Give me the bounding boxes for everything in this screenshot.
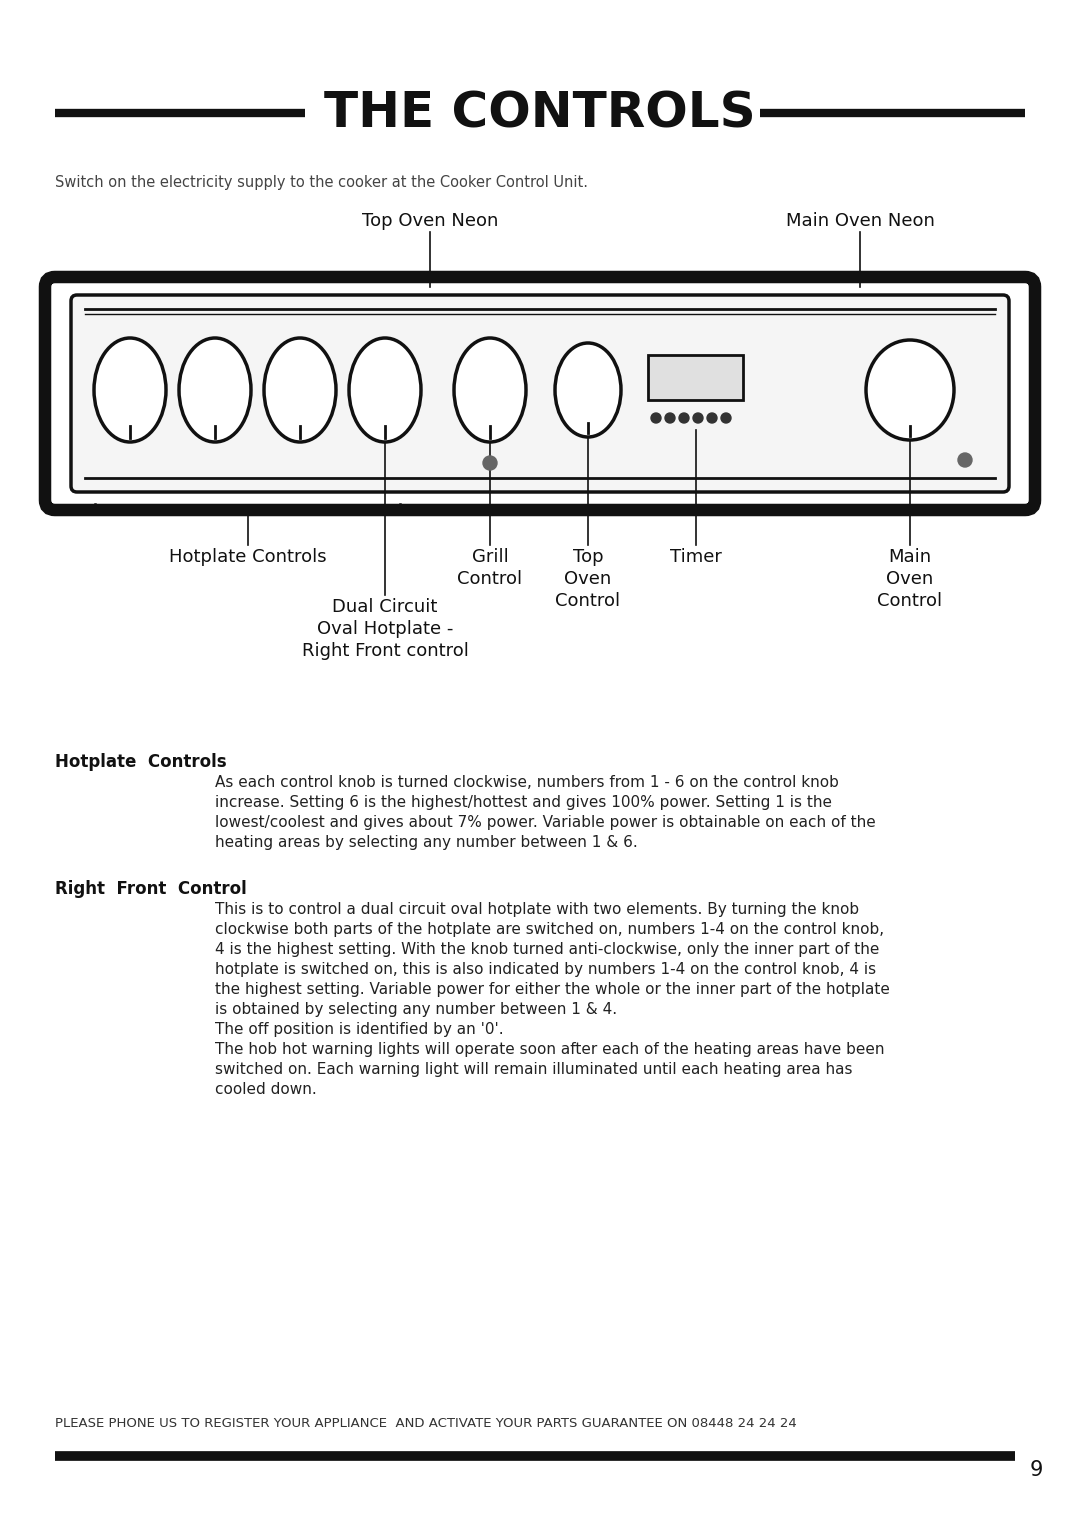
Circle shape (665, 413, 675, 423)
Text: hotplate is switched on, this is also indicated by numbers 1-4 on the control kn: hotplate is switched on, this is also in… (215, 963, 876, 976)
Text: The off position is identified by an '0'.: The off position is identified by an '0'… (215, 1022, 503, 1038)
Text: Dual Circuit
Oval Hotplate -
Right Front control: Dual Circuit Oval Hotplate - Right Front… (301, 597, 469, 660)
Text: cooled down.: cooled down. (215, 1082, 316, 1097)
Text: switched on. Each warning light will remain illuminated until each heating area : switched on. Each warning light will rem… (215, 1062, 852, 1077)
Ellipse shape (866, 341, 954, 440)
Circle shape (707, 413, 717, 423)
Ellipse shape (349, 338, 421, 442)
Bar (648, 354, 743, 400)
Text: Switch on the electricity supply to the cooker at the Cooker Control Unit.: Switch on the electricity supply to the … (55, 176, 588, 189)
Text: heating areas by selecting any number between 1 & 6.: heating areas by selecting any number be… (215, 834, 638, 850)
Text: Right  Front  Control: Right Front Control (55, 880, 246, 898)
Text: 9: 9 (1030, 1459, 1043, 1481)
FancyBboxPatch shape (45, 277, 1035, 510)
Circle shape (679, 413, 689, 423)
Circle shape (651, 413, 661, 423)
Text: Top Oven Neon: Top Oven Neon (362, 212, 498, 231)
Text: increase. Setting 6 is the highest/hottest and gives 100% power. Setting 1 is th: increase. Setting 6 is the highest/hotte… (215, 795, 832, 810)
Text: lowest/coolest and gives about 7% power. Variable power is obtainable on each of: lowest/coolest and gives about 7% power.… (215, 814, 876, 830)
Text: clockwise both parts of the hotplate are switched on, numbers 1-4 on the control: clockwise both parts of the hotplate are… (215, 921, 885, 937)
Text: Timer: Timer (670, 549, 721, 565)
Text: Hotplate Controls: Hotplate Controls (168, 549, 326, 565)
Text: As each control knob is turned clockwise, numbers from 1 - 6 on the control knob: As each control knob is turned clockwise… (215, 775, 839, 790)
Text: Grill
Control: Grill Control (458, 549, 523, 588)
Circle shape (693, 413, 703, 423)
Text: THE CONTROLS: THE CONTROLS (324, 89, 756, 138)
Ellipse shape (94, 338, 166, 442)
Text: Main
Oven
Control: Main Oven Control (877, 549, 943, 610)
Text: the highest setting. Variable power for either the whole or the inner part of th: the highest setting. Variable power for … (215, 983, 890, 996)
Circle shape (958, 452, 972, 468)
Ellipse shape (179, 338, 251, 442)
Text: PLEASE PHONE US TO REGISTER YOUR APPLIANCE  AND ACTIVATE YOUR PARTS GUARANTEE ON: PLEASE PHONE US TO REGISTER YOUR APPLIAN… (55, 1416, 797, 1430)
Text: This is to control a dual circuit oval hotplate with two elements. By turning th: This is to control a dual circuit oval h… (215, 902, 859, 917)
Circle shape (721, 413, 731, 423)
Text: is obtained by selecting any number between 1 & 4.: is obtained by selecting any number betw… (215, 1002, 617, 1018)
Text: 4 is the highest setting. With the knob turned anti-clockwise, only the inner pa: 4 is the highest setting. With the knob … (215, 941, 879, 957)
Ellipse shape (454, 338, 526, 442)
Text: Main Oven Neon: Main Oven Neon (785, 212, 934, 231)
Ellipse shape (264, 338, 336, 442)
Text: Top
Oven
Control: Top Oven Control (555, 549, 621, 610)
FancyBboxPatch shape (71, 295, 1009, 492)
Text: The hob hot warning lights will operate soon after each of the heating areas hav: The hob hot warning lights will operate … (215, 1042, 885, 1057)
Circle shape (483, 455, 497, 471)
Ellipse shape (555, 342, 621, 437)
Text: Hotplate  Controls: Hotplate Controls (55, 753, 227, 772)
